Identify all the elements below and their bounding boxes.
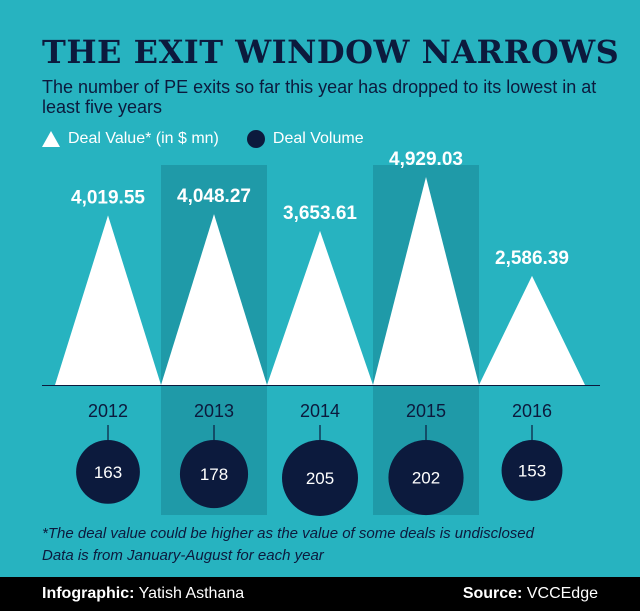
page-subtitle: The number of PE exits so far this year … — [42, 77, 597, 117]
deal-value-label: 4,019.55 — [71, 187, 145, 208]
deal-value-label: 4,048.27 — [177, 186, 251, 207]
footnote-line-1: *The deal value could be higher as the v… — [42, 525, 534, 542]
year-label: 2013 — [194, 401, 234, 421]
deal-value-triangle — [55, 215, 161, 385]
triangle-icon — [42, 131, 60, 147]
deal-value-triangle — [373, 177, 479, 385]
deal-value-label: 4,929.03 — [389, 149, 463, 170]
legend: Deal Value* (in $ mn) Deal Volume — [42, 130, 364, 148]
deal-volume-circle — [388, 440, 464, 516]
footer: Infographic: Yatish Asthana Source: VCCE… — [0, 577, 640, 611]
deal-value-triangle — [267, 230, 373, 385]
deal-volume-label: 163 — [94, 463, 122, 482]
legend-volume-label: Deal Volume — [272, 130, 364, 147]
deal-volume-circle — [179, 440, 249, 509]
source: Source: VCCEdge — [463, 585, 598, 603]
deal-volume-label: 202 — [412, 469, 440, 488]
deal-volume-circle — [282, 440, 358, 516]
deal-volume-label: 153 — [518, 461, 546, 480]
footnotes: *The deal value could be higher as the v… — [42, 523, 632, 567]
deal-volume-label: 205 — [306, 469, 334, 488]
chart: 4,019.55 2012 163 4,048.27 2013 178 3,653.61 20… — [42, 149, 600, 516]
source-name: VCCEdge — [526, 585, 598, 602]
legend-value-label: Deal Value* (in $ mn) — [68, 130, 219, 147]
deal-value-label: 2,586.39 — [495, 248, 569, 269]
deal-value-label: 3,653.61 — [283, 203, 357, 224]
deal-value-triangle — [161, 214, 267, 385]
credit: Infographic: Yatish Asthana — [42, 585, 244, 603]
year-label: 2012 — [88, 401, 128, 421]
deal-volume-label: 178 — [200, 465, 228, 484]
deal-volume-circle — [501, 440, 563, 501]
year-label: 2014 — [300, 401, 340, 421]
year-label: 2016 — [512, 401, 552, 421]
source-label: Source: — [462, 585, 523, 602]
credit-name: Yatish Asthana — [138, 585, 245, 602]
page-title: THE EXIT WINDOW NARROWS — [42, 33, 620, 71]
year-label: 2015 — [406, 401, 446, 421]
deal-value-triangle — [479, 275, 585, 385]
footnote-line-2: Data is from January-August for each yea… — [42, 547, 324, 564]
circle-icon — [246, 130, 265, 148]
deal-volume-circle — [76, 440, 140, 504]
credit-label: Infographic: — [42, 585, 135, 602]
